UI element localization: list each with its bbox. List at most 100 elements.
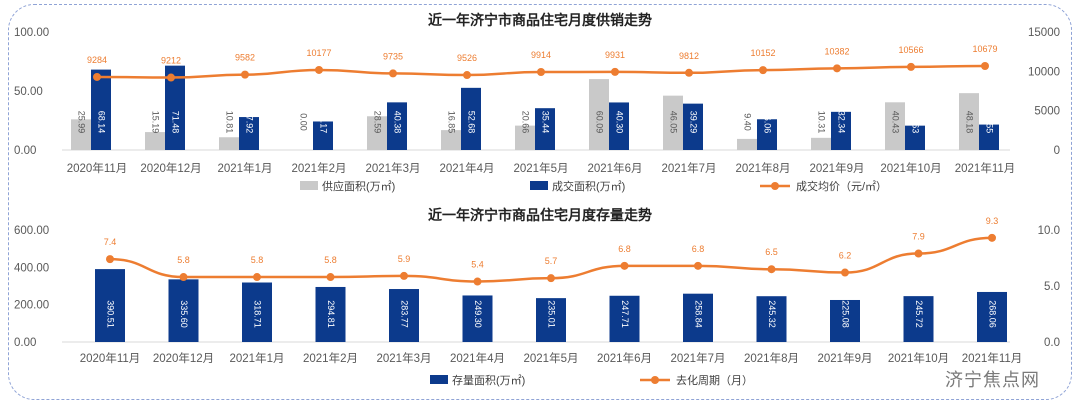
line-value-label: 6.8	[618, 244, 631, 254]
bar-deal	[535, 108, 555, 150]
x-tick-label: 2021年9月	[810, 161, 865, 175]
line-point	[767, 265, 776, 274]
legend-label: 成交面积(万㎡)	[552, 179, 625, 193]
bar-value-label: 249.30	[473, 300, 483, 328]
x-tick-label: 2020年12月	[153, 351, 214, 365]
x-tick-label: 2021年3月	[366, 161, 421, 175]
y2-tick-label: 15000	[1028, 27, 1060, 39]
line-point	[93, 72, 101, 81]
bar-value-label: 318.71	[253, 300, 263, 328]
legend-marker-icon	[651, 376, 659, 384]
y2-tick-label: 10000	[1028, 66, 1060, 78]
legend-label: 供应面积(万㎡)	[322, 179, 395, 193]
line-value-label: 5.8	[177, 255, 190, 265]
bar-deal	[389, 289, 419, 342]
line-value-label: 9582	[235, 53, 255, 63]
bar-supply	[145, 132, 165, 150]
bar-value-label: 268.06	[988, 300, 998, 328]
bar-deal	[239, 117, 259, 150]
bar-value-label: 48.18	[965, 111, 975, 134]
x-tick-label: 2021年11月	[962, 351, 1023, 365]
line-point	[988, 233, 996, 242]
line-value-label: 9812	[679, 51, 699, 61]
bar-value-label: 283.77	[400, 300, 410, 328]
line-point	[547, 274, 555, 283]
x-tick-label: 2021年10月	[888, 351, 949, 365]
line-point	[253, 273, 261, 282]
bar-deal	[756, 296, 787, 342]
bar-deal	[903, 296, 934, 342]
bar-deal	[91, 69, 111, 150]
legend-marker-icon	[771, 182, 779, 190]
bar-deal	[757, 119, 777, 150]
bar-supply	[959, 93, 979, 150]
line-value-label: 9284	[87, 55, 107, 65]
bar-value-label: 0.00	[299, 113, 309, 131]
bar-deal	[977, 291, 1007, 342]
watermark-text: 济宁焦点网	[945, 370, 1040, 390]
line-point	[315, 65, 323, 74]
line-value-label: 5.7	[545, 256, 558, 266]
line-value-label: 10679	[972, 44, 997, 54]
line-value-label: 5.8	[324, 255, 337, 265]
line-point	[400, 271, 408, 280]
bar-deal	[609, 102, 629, 150]
y2-tick-label: 0.0	[1044, 337, 1060, 349]
bar-supply	[811, 137, 831, 150]
bar-deal	[609, 295, 640, 342]
bar-deal	[683, 103, 703, 150]
bar-value-label: 390.51	[106, 300, 116, 328]
bar-value-label: 60.09	[595, 111, 605, 134]
x-tick-label: 2021年8月	[736, 161, 791, 175]
legend-label: 存量面积(万㎡)	[452, 373, 525, 387]
x-tick-label: 2021年10月	[880, 161, 941, 175]
line-value-label: 9212	[161, 56, 181, 66]
bar-deal	[683, 293, 713, 342]
line-point	[685, 68, 693, 77]
y-tick-label: 0.00	[14, 145, 36, 157]
line-value-label: 7.4	[104, 237, 117, 247]
x-tick-label: 2021年1月	[218, 161, 273, 175]
bar-supply	[737, 138, 757, 150]
bar-deal	[830, 299, 860, 342]
bar-deal	[313, 121, 333, 150]
x-tick-label: 2021年6月	[597, 351, 652, 365]
bar-value-label: 20.63	[911, 111, 921, 134]
line-point	[241, 70, 249, 79]
line-value-label: 6.5	[765, 247, 778, 257]
y-tick-label: 200.00	[14, 300, 49, 312]
bar-value-label: 24.17	[319, 111, 329, 134]
bar-supply	[515, 125, 535, 150]
legend-label: 去化周期（月）	[676, 373, 753, 387]
line-value-label: 6.2	[839, 251, 852, 261]
bar-deal	[979, 124, 999, 150]
legend-swatch-icon	[300, 181, 318, 190]
x-tick-label: 2021年11月	[955, 161, 1016, 175]
x-tick-label: 2021年9月	[818, 351, 873, 365]
x-tick-label: 2020年12月	[140, 161, 201, 175]
bar-value-label: 71.48	[171, 111, 181, 134]
x-tick-label: 2021年6月	[588, 161, 643, 175]
bar-value-label: 52.68	[467, 111, 477, 134]
x-tick-label: 2020年11月	[80, 351, 141, 365]
line-point	[389, 69, 397, 78]
line-value-label: 5.4	[471, 260, 484, 270]
bar-value-label: 35.44	[541, 111, 551, 134]
bar-deal	[165, 65, 185, 150]
line-value-label: 9.3	[986, 216, 999, 226]
bar-value-label: 21.55	[985, 111, 995, 134]
bar-value-label: 27.92	[245, 111, 255, 134]
y-tick-label: 400.00	[14, 262, 49, 274]
line-point	[179, 273, 188, 282]
bar-value-label: 26.06	[763, 111, 773, 134]
line-value-label: 9914	[531, 50, 551, 60]
bar-deal	[831, 111, 851, 150]
legend-swatch-icon	[430, 375, 448, 384]
x-tick-label: 2021年3月	[377, 351, 432, 365]
line-value-label: 10382	[824, 46, 849, 56]
y2-tick-label: 0	[1054, 145, 1060, 157]
bar-value-label: 294.81	[326, 300, 336, 328]
y-tick-label: 0.00	[14, 337, 36, 349]
line-value-label: 10566	[898, 45, 923, 55]
